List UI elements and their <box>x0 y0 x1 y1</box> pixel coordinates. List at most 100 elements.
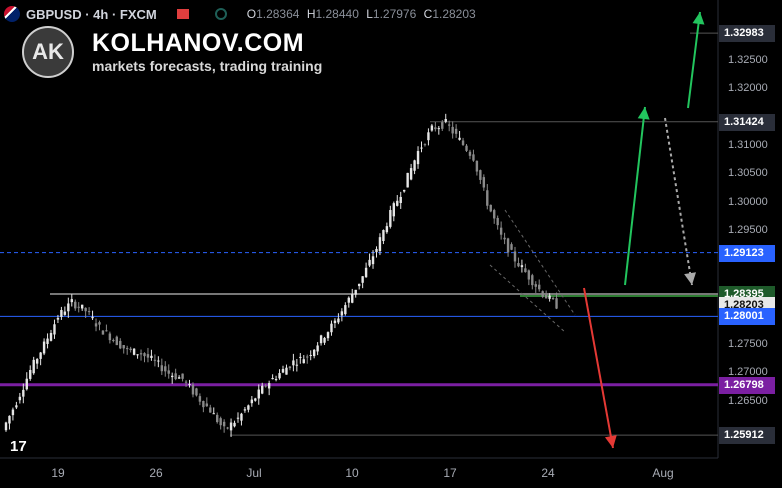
candle-body <box>216 414 219 423</box>
price-tick-label: 1.30500 <box>728 167 768 180</box>
candle-body <box>506 238 510 253</box>
candle-body <box>132 348 136 355</box>
price-tick-label: 1.29500 <box>728 224 768 237</box>
time-axis[interactable]: 19 26 Jul 10 17 24 Aug <box>0 466 718 486</box>
candle-body <box>340 311 344 316</box>
candle-body <box>56 317 60 320</box>
candle-body <box>347 297 350 303</box>
candle-body <box>396 200 399 206</box>
price-level-badge: 1.31424 <box>719 113 775 131</box>
candle-body <box>441 122 444 129</box>
candle-body <box>77 306 80 308</box>
bullish-arrow-2-head <box>692 12 705 25</box>
candle-body <box>351 294 354 303</box>
candle-body <box>101 330 105 335</box>
candle-body <box>164 366 167 372</box>
candle-body <box>406 172 409 188</box>
candle-body <box>181 373 184 379</box>
candle-body <box>67 303 70 312</box>
candle-body <box>499 227 503 235</box>
price-level-badge: 1.32983 <box>719 25 775 43</box>
candle-body <box>150 355 153 358</box>
candle-body <box>119 340 122 349</box>
candle-body <box>330 323 333 333</box>
candle-body <box>538 284 541 290</box>
candle-body <box>98 322 101 325</box>
candle-body <box>281 369 285 373</box>
candle-body <box>448 124 451 126</box>
candle-body <box>202 400 205 408</box>
candle-body <box>392 203 395 217</box>
candle-body <box>35 359 39 364</box>
candle-body <box>195 388 198 396</box>
candle-body <box>212 413 215 415</box>
candle-body <box>49 332 53 341</box>
candle-body <box>4 422 8 431</box>
symbol-line[interactable]: GBPUSD · 4h · FXCM <box>26 6 157 22</box>
bearish-arrow <box>583 287 614 449</box>
candle-body <box>413 160 416 171</box>
candle-body <box>53 324 56 335</box>
candle-body <box>15 405 18 408</box>
candle-body <box>493 210 496 219</box>
candle-body <box>264 385 267 387</box>
price-tick-label: 1.26500 <box>728 394 768 407</box>
candle-body <box>486 190 489 206</box>
candle-body <box>361 276 364 283</box>
candle-body <box>309 354 312 356</box>
candle-body <box>209 407 212 413</box>
candle-body <box>8 415 11 424</box>
gbp-usd-flag-icon <box>4 6 20 22</box>
candle-body <box>420 147 423 149</box>
candle-body <box>510 244 513 250</box>
candle-body <box>11 409 15 416</box>
candle-body <box>274 379 278 381</box>
candle-body <box>354 289 357 295</box>
bearish-arrow-head <box>604 435 617 448</box>
candle-body <box>171 375 174 378</box>
candle-body <box>139 353 143 355</box>
candle-body <box>46 338 49 344</box>
candle-body <box>496 217 499 226</box>
candle-body <box>468 151 472 156</box>
candle-body <box>544 294 548 299</box>
candle-body <box>306 356 309 358</box>
candle-body <box>87 311 91 313</box>
candle-body <box>316 345 319 352</box>
candle-body <box>29 369 32 379</box>
price-tick-label: 1.31000 <box>728 138 768 151</box>
candle-body <box>326 332 330 339</box>
price-axis[interactable]: 1.32500 1.32000 1.31000 1.30500 1.30000 1.295… <box>718 0 782 458</box>
candle-body <box>219 418 222 426</box>
candle-body <box>364 267 368 278</box>
time-tick-label: Aug <box>652 466 674 480</box>
price-tick-label: 1.32000 <box>728 82 768 95</box>
candle-body <box>531 275 534 286</box>
candle-body <box>129 348 132 351</box>
candle-body <box>167 370 170 374</box>
candle-body <box>430 125 434 131</box>
candle-body <box>267 383 271 389</box>
price-level-badge: 1.25912 <box>719 427 775 445</box>
candle-body <box>240 413 243 421</box>
price-level-badge: 1.26798 <box>719 376 775 394</box>
candle-body <box>22 389 25 397</box>
time-tick-label: 10 <box>345 466 359 480</box>
candle-body <box>25 378 28 390</box>
ohlc-close: 1.28203 <box>432 7 476 21</box>
brand-subtitle: markets forecasts, trading training <box>92 58 323 74</box>
candle-body <box>115 336 118 346</box>
candle-body <box>524 268 527 273</box>
candle-body <box>319 335 323 344</box>
tradingview-logo-icon[interactable]: 17 <box>10 438 27 455</box>
candle-body <box>288 366 292 369</box>
candle-body <box>60 309 63 317</box>
candle-body <box>63 311 67 315</box>
candle-body <box>555 298 558 309</box>
candle-body <box>177 377 181 379</box>
bullish-arrow-1-head <box>637 107 650 120</box>
candle-body <box>285 367 288 375</box>
candle-body <box>70 299 73 303</box>
bullish-arrow-1 <box>624 106 646 286</box>
